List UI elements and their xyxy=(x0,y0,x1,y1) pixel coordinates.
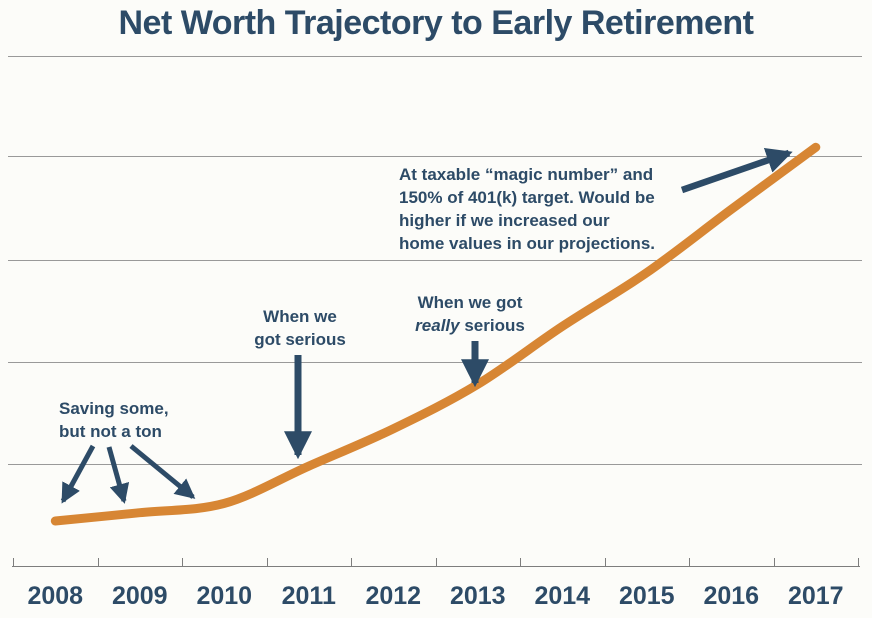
annotation-line: higher if we increased our xyxy=(399,211,610,230)
x-axis-label: 2011 xyxy=(281,582,336,610)
annotation-line: home values in our projections. xyxy=(399,234,655,253)
chart-title: Net Worth Trajectory to Early Retirement xyxy=(118,4,754,42)
x-axis-label: 2015 xyxy=(618,582,675,610)
annotation-line: At taxable “magic number” and xyxy=(399,165,654,184)
annotation-line: 150% of 401(k) target. Would be xyxy=(399,188,655,207)
x-axis-label: 2013 xyxy=(449,582,506,610)
x-axis-tick xyxy=(351,558,352,567)
x-axis-label: 2010 xyxy=(196,582,253,610)
x-axis-label: 2012 xyxy=(365,582,422,610)
x-axis-tick xyxy=(182,558,183,567)
grid-line xyxy=(8,56,862,57)
grid-line xyxy=(8,464,862,465)
grid-line xyxy=(8,156,862,157)
x-axis-label: 2017 xyxy=(787,582,844,610)
x-axis-tick xyxy=(97,558,99,567)
annotation-line: Saving some, xyxy=(59,399,169,418)
x-axis-tick xyxy=(689,558,690,567)
x-axis-label: 2009 xyxy=(111,582,168,610)
annotation-line: but not a ton xyxy=(59,422,162,441)
annotation-italic-word: really xyxy=(415,316,460,335)
grid-line xyxy=(8,260,862,261)
x-axis-tick xyxy=(435,558,437,567)
net-worth-line xyxy=(50,142,821,526)
annotation-line: When we got xyxy=(417,293,523,312)
annotation-magic-number: At taxable “magic number” and 150% of 40… xyxy=(399,163,655,255)
x-axis-label: 2016 xyxy=(703,582,760,610)
annotation-arrow-2017 xyxy=(680,147,793,194)
x-axis-tick xyxy=(266,558,268,567)
x-axis-tick xyxy=(13,558,14,567)
x-axis-label: 2014 xyxy=(534,582,591,610)
annotation-arrow-2008 xyxy=(60,444,96,504)
grid-line xyxy=(8,362,862,363)
annotation-really-serious: When we got really serious xyxy=(403,291,537,337)
annotation-line: When we xyxy=(263,307,337,326)
x-axis-tick xyxy=(858,558,859,567)
annotation-arrow-2009 xyxy=(106,446,130,504)
x-axis-label: 2008 xyxy=(27,582,84,610)
x-axis-tick xyxy=(604,558,606,567)
annotation-line: really serious xyxy=(403,314,537,337)
annotation-got-serious: When we got serious xyxy=(244,305,356,351)
annotation-saving-some: Saving some, but not a ton xyxy=(59,397,169,443)
annotation-line: got serious xyxy=(254,330,346,349)
annotation-arrow-2010 xyxy=(129,444,196,499)
annotation-line-rest: serious xyxy=(459,316,525,335)
x-axis-tick xyxy=(773,558,775,567)
x-axis-tick xyxy=(520,558,521,567)
